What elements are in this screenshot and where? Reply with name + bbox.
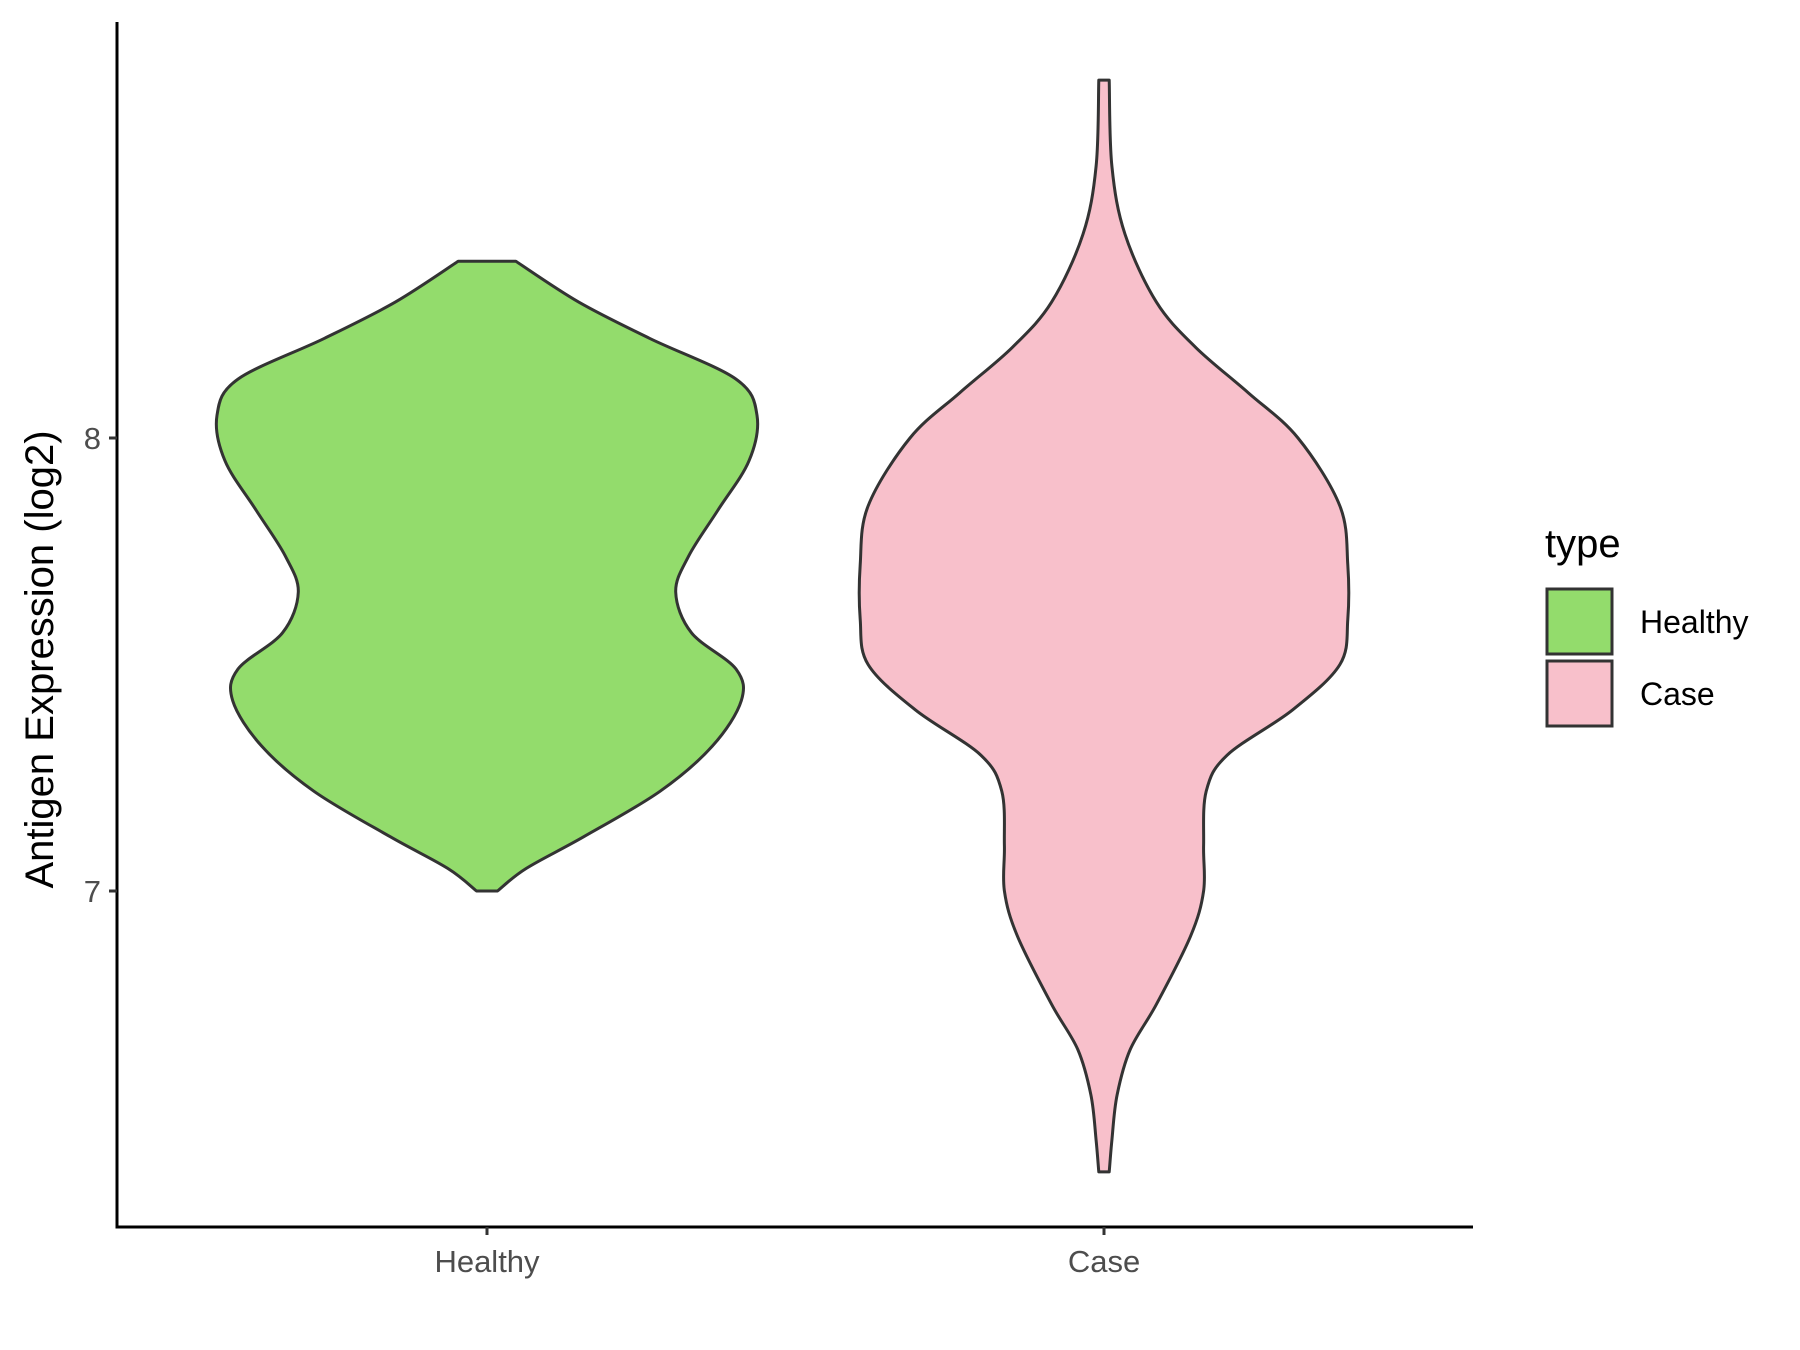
tick-layer: 7 8 Healthy Case xyxy=(84,421,1140,1279)
violin-layer xyxy=(214,78,1351,1174)
x-tick-label: Healthy xyxy=(434,1244,540,1279)
y-tick-label: 7 xyxy=(84,874,101,909)
legend-title: type xyxy=(1545,522,1621,566)
y-axis-title: Antigen Expression (log2) xyxy=(18,430,62,888)
violin-healthy xyxy=(214,259,760,893)
axes xyxy=(115,22,1473,1229)
legend-key-healthy xyxy=(1545,587,1614,656)
legend: type Healthy Case xyxy=(1545,522,1749,728)
legend-label-healthy: Healthy xyxy=(1640,604,1749,640)
legend-key-case xyxy=(1545,659,1614,728)
legend-label-case: Case xyxy=(1640,676,1715,712)
y-tick-label: 8 xyxy=(84,421,101,456)
x-tick-label: Case xyxy=(1068,1244,1140,1279)
violin-case xyxy=(857,78,1351,1174)
